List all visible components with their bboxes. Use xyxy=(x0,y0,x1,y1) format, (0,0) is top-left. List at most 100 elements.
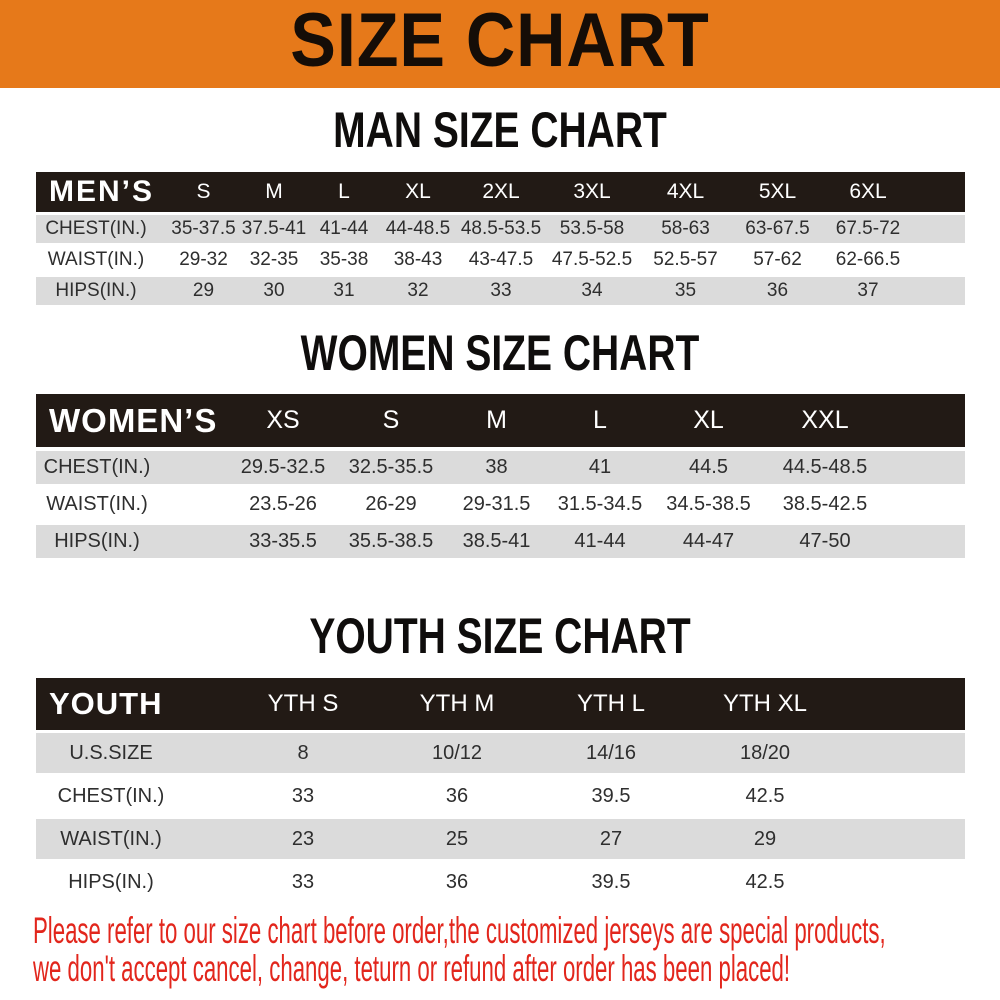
size-value-cell: 38.5-42.5 xyxy=(782,493,868,515)
size-value-cell: 36 xyxy=(766,280,789,301)
row-label-cell: HIPS(IN.) xyxy=(36,525,229,558)
youth-section-heading: YOUTH SIZE CHART xyxy=(309,608,691,664)
size-value-cell: 32 xyxy=(407,280,429,301)
size-value-cell: 42.5 xyxy=(745,870,785,893)
size-value-cell: 48.5-53.5 xyxy=(460,218,542,239)
size-value-cell: 44.5-48.5 xyxy=(782,456,868,478)
size-column-header: 2XL xyxy=(482,180,520,203)
size-value-cell: 25 xyxy=(445,827,469,850)
size-value-cell: 37 xyxy=(857,280,879,301)
size-chart-banner: SIZE CHART xyxy=(0,0,1000,88)
warning-line-2: we don't accept cancel, change, teturn o… xyxy=(33,948,791,989)
size-column-header: XL xyxy=(693,406,724,434)
youth-size-table: YOUTH YTH S YTH M YTH L YTH XL U.S.SIZE 8 10/12… xyxy=(36,675,965,905)
row-label: U.S.SIZE xyxy=(69,741,153,764)
banner-title: SIZE CHART xyxy=(290,0,710,83)
table-title-cell: WOMEN’S xyxy=(49,401,218,439)
size-value-cell: 38-43 xyxy=(393,249,443,270)
size-value-cell: 33-35.5 xyxy=(249,530,317,552)
table-title-cell: YOUTH xyxy=(49,686,163,721)
size-value-cell: 52.5-57 xyxy=(653,249,718,270)
size-value-cell: 47-50 xyxy=(799,530,851,552)
size-value-cell: 39.5 xyxy=(591,870,631,893)
size-value-cell: 67.5-72 xyxy=(835,218,901,239)
size-value-cell: 35.5-38.5 xyxy=(348,530,434,552)
size-value-cell: 42.5 xyxy=(745,784,785,807)
size-value-cell: 47.5-52.5 xyxy=(551,249,633,270)
size-value-cell: 44-48.5 xyxy=(385,218,451,239)
size-column-header: YTH M xyxy=(419,690,495,717)
size-column-header: YTH S xyxy=(267,690,339,717)
size-value-cell: 35-37.5 xyxy=(171,218,236,239)
size-column-header: L xyxy=(593,406,607,434)
measurement-row: HIPS(IN.) 33-35.5 35.5-38.5 38.5-41 41-44 44-… xyxy=(36,525,965,558)
row-label: WAIST(IN.) xyxy=(60,827,162,850)
measurement-row: HIPS(IN.) 33 36 39.5 42.5 xyxy=(36,862,965,902)
row-label-cell: HIPS(IN.) xyxy=(36,277,168,305)
row-label-cell: CHEST(IN.) xyxy=(36,451,229,484)
men-size-table: MEN’S S M L XL 2XL 3XL 4XL 5XL 6XL CHEST(IN.) 35-37… xyxy=(36,169,965,308)
size-value-cell: 23.5-26 xyxy=(249,493,317,515)
size-value-cell: 38 xyxy=(485,456,508,478)
size-value-cell: 33 xyxy=(291,784,315,807)
measurement-row: WAIST(IN.) 23.5-26 26-29 29-31.5 31.5-34.5 34… xyxy=(36,488,965,521)
size-value-cell: 29.5-32.5 xyxy=(240,456,326,478)
size-value-cell: 26-29 xyxy=(365,493,417,515)
size-value-cell: 29-31.5 xyxy=(462,493,531,515)
men-section-heading: MAN SIZE CHART xyxy=(333,102,667,158)
size-value-cell: 35-38 xyxy=(319,249,369,270)
size-value-cell: 34.5-38.5 xyxy=(666,493,751,515)
size-value-cell: 41-44 xyxy=(574,530,626,552)
size-value-cell: 32-35 xyxy=(249,249,299,270)
size-value-cell: 38.5-41 xyxy=(462,530,531,552)
size-column-header: XS xyxy=(266,406,300,434)
size-value-cell: 41-44 xyxy=(319,218,369,239)
size-value-cell: 33 xyxy=(490,280,512,301)
size-column-header: XL xyxy=(405,180,431,203)
table-header-row: MEN’S S M L XL 2XL 3XL 4XL 5XL 6XL xyxy=(36,172,965,212)
size-value-cell: 27 xyxy=(599,827,623,850)
table-title-cell: MEN’S xyxy=(49,175,155,208)
size-value-cell: 35 xyxy=(674,280,697,301)
size-column-header: 4XL xyxy=(666,180,705,203)
size-value-cell: 18/20 xyxy=(739,741,791,764)
size-value-cell: 29 xyxy=(753,827,777,850)
size-column-header: XXL xyxy=(801,406,849,434)
size-value-cell: 63-67.5 xyxy=(745,218,810,239)
size-value-cell: 62-66.5 xyxy=(835,249,901,270)
measurement-row: CHEST(IN.) 29.5-32.5 32.5-35.5 38 41 44.5 44.5… xyxy=(36,451,965,484)
row-label: HIPS(IN.) xyxy=(54,530,140,552)
warning-line-1: Please refer to our size chart before or… xyxy=(33,910,886,951)
measurement-row: U.S.SIZE 8 10/12 14/16 18/20 xyxy=(36,733,965,773)
size-column-header: M xyxy=(265,180,283,203)
size-value-cell: 36 xyxy=(445,784,469,807)
size-value-cell: 37.5-41 xyxy=(241,218,307,239)
size-column-header: YTH L xyxy=(576,690,645,717)
size-value-cell: 41 xyxy=(588,456,612,478)
size-column-header: S xyxy=(382,406,400,434)
size-value-cell: 36 xyxy=(445,870,469,893)
women-section-heading: WOMEN SIZE CHART xyxy=(300,325,700,381)
size-value-cell: 39.5 xyxy=(591,784,631,807)
size-value-cell: 33 xyxy=(291,870,315,893)
size-value-cell: 32.5-35.5 xyxy=(348,456,434,478)
size-value-cell: 10/12 xyxy=(431,741,483,764)
size-value-cell: 8 xyxy=(297,741,309,764)
size-value-cell: 57-62 xyxy=(753,249,802,270)
size-value-cell: 43-47.5 xyxy=(468,249,534,270)
size-column-header: YTH XL xyxy=(722,690,808,717)
row-label: WAIST(IN.) xyxy=(47,249,145,270)
row-label-cell: CHEST(IN.) xyxy=(36,215,168,243)
row-label-cell: WAIST(IN.) xyxy=(36,488,229,521)
row-label: HIPS(IN.) xyxy=(55,280,137,301)
size-value-cell: 31 xyxy=(333,280,355,301)
measurement-row: HIPS(IN.) 29 30 31 32 33 34 35 36 37 xyxy=(36,277,965,305)
table-header-row: WOMEN’S XS S M L XL XXL xyxy=(36,394,965,447)
size-value-cell: 53.5-58 xyxy=(559,218,625,239)
size-value-cell: 30 xyxy=(263,280,285,301)
measurement-row: WAIST(IN.) 29-32 32-35 35-38 38-43 43-47.5 47.… xyxy=(36,246,965,274)
table-header-row: YOUTH YTH S YTH M YTH L YTH XL xyxy=(36,678,965,730)
row-label-cell: WAIST(IN.) xyxy=(36,246,168,274)
size-value-cell: 58-63 xyxy=(661,218,710,239)
order-warning-note: Please refer to our size chart before or… xyxy=(33,912,1000,988)
